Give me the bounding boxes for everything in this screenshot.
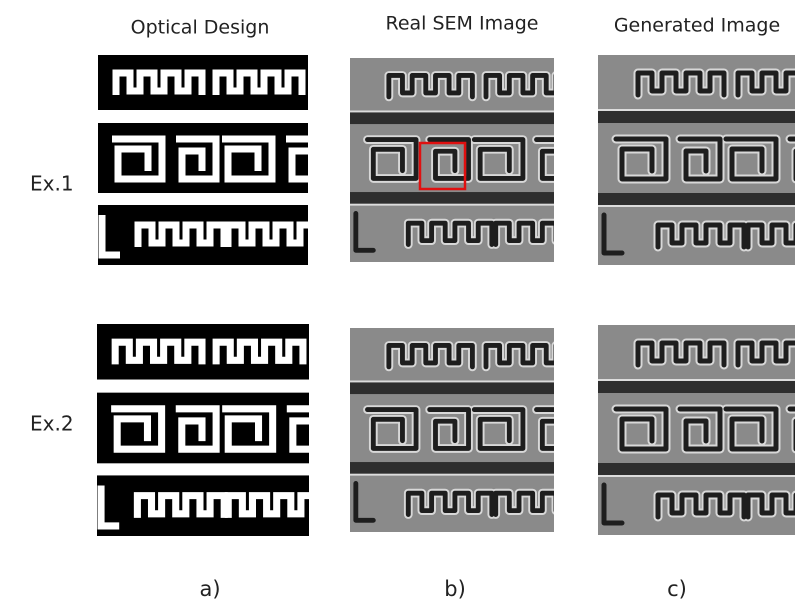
sem-image xyxy=(350,328,579,532)
panel-caption: b) xyxy=(444,577,466,601)
optical-design-image xyxy=(97,324,327,536)
column-header: Generated Image xyxy=(614,15,780,37)
generated-image xyxy=(598,325,795,535)
figure: Optical Design Real SEM Image Generated … xyxy=(0,0,795,603)
generated-image xyxy=(598,55,795,265)
optical-design-image xyxy=(98,55,326,265)
row-label: Ex.1 xyxy=(30,172,74,196)
panel-caption: c) xyxy=(667,577,687,601)
column-header: Real SEM Image xyxy=(385,13,538,35)
panel-caption: a) xyxy=(199,577,220,601)
row-label: Ex.2 xyxy=(30,412,74,436)
column-header: Optical Design xyxy=(131,17,270,39)
